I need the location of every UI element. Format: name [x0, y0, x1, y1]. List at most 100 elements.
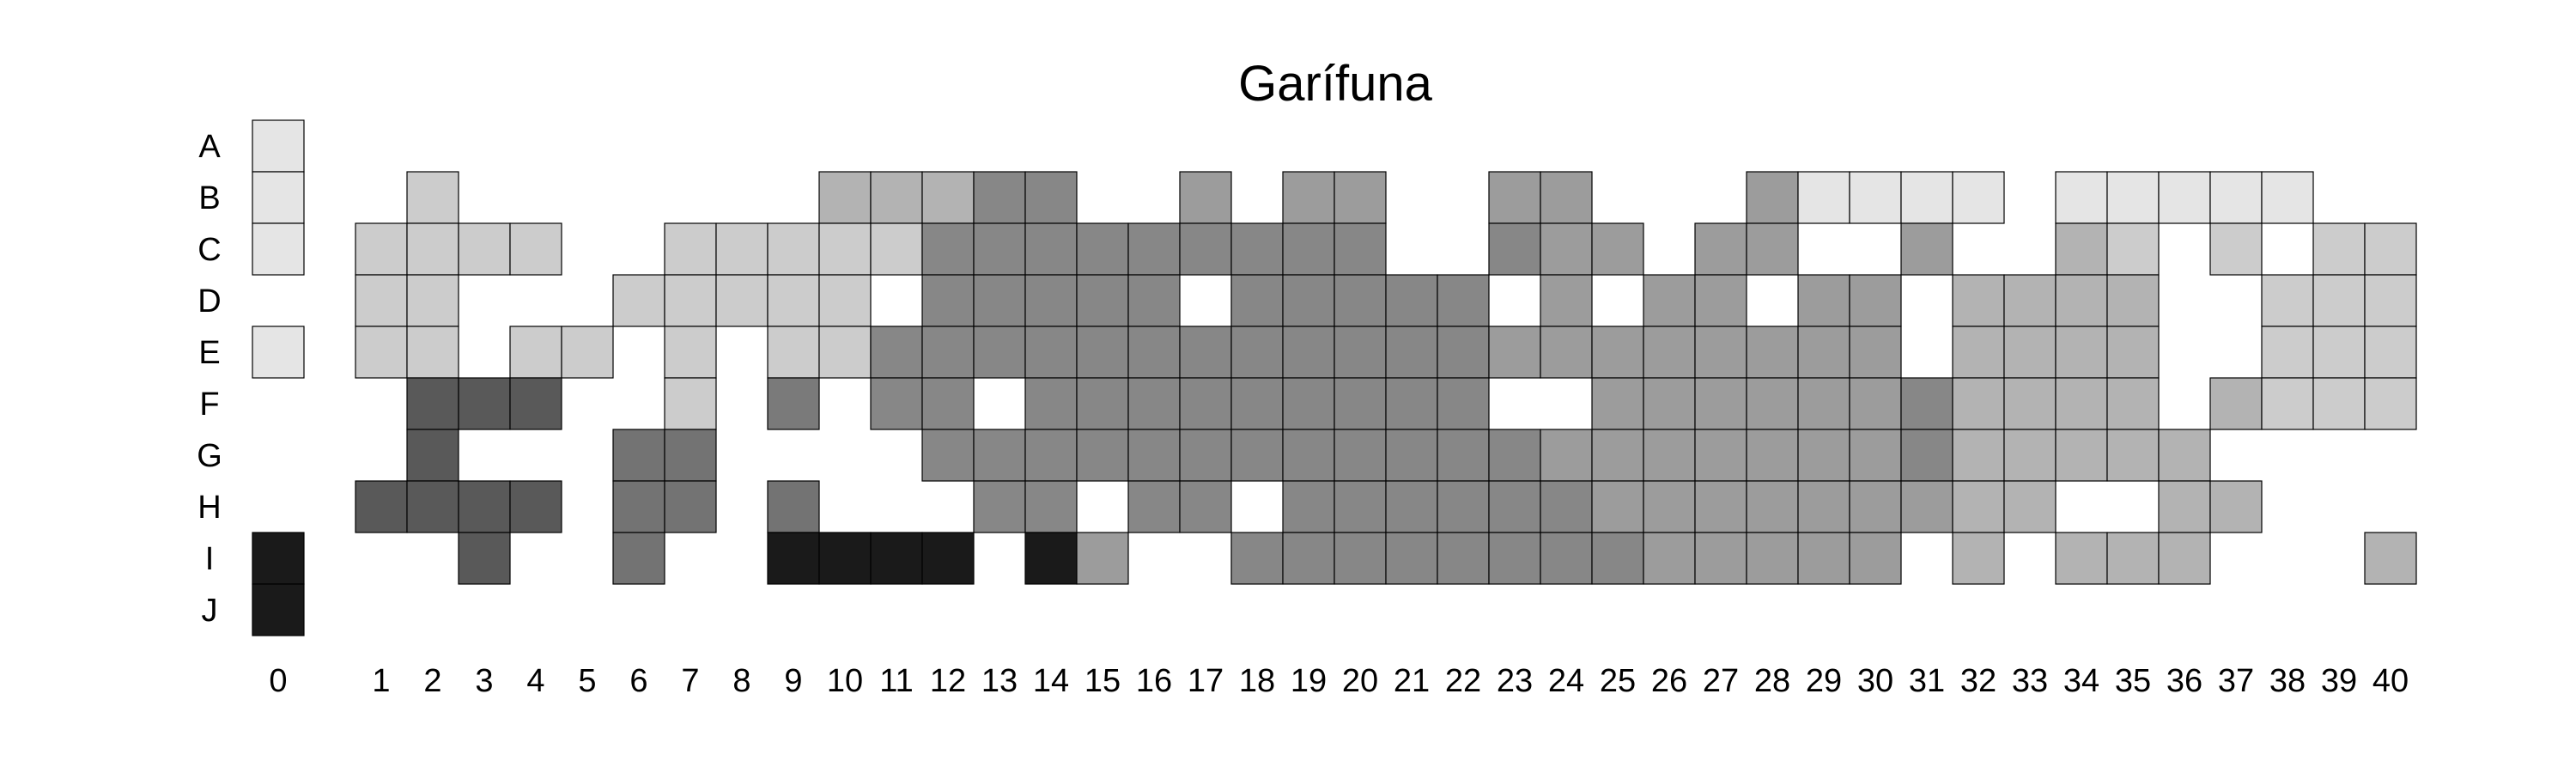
heatmap-cell-I-23 [1488, 532, 1541, 585]
heatmap-cell-F-7 [664, 377, 717, 430]
heatmap-cell-F-15 [1076, 377, 1129, 430]
heatmap-cell-C-37 [2209, 222, 2263, 276]
heatmap-cell-D-39 [2312, 274, 2366, 327]
heatmap-cell-G-12 [921, 429, 975, 482]
x-tick-label: 25 [1600, 663, 1636, 699]
heatmap-cell-G-19 [1282, 429, 1335, 482]
heatmap-cell-C-24 [1540, 222, 1593, 276]
heatmap-cell-B-13 [973, 171, 1026, 224]
heatmap-cell-B-17 [1179, 171, 1232, 224]
heatmap-cell-G-32 [1952, 429, 2005, 482]
heatmap-cell-E-19 [1282, 326, 1335, 379]
heatmap-cell-C-16 [1127, 222, 1181, 276]
heatmap-cell-C-23 [1488, 222, 1541, 276]
heatmap-cell-G-36 [2158, 429, 2211, 482]
heatmap-cell-H-17 [1179, 480, 1232, 533]
heatmap-cell-H-31 [1900, 480, 1953, 533]
heatmap-cell-E-10 [818, 326, 872, 379]
heatmap-cell-C-1 [355, 222, 408, 276]
y-tick-label: I [205, 541, 215, 577]
heatmap-cell-C-10 [818, 222, 872, 276]
heatmap-cell-F-25 [1591, 377, 1644, 430]
heatmap-cell-F-22 [1437, 377, 1490, 430]
heatmap-cell-E-0 [252, 326, 305, 379]
heatmap-cell-F-34 [2055, 377, 2108, 430]
heatmap-cell-E-7 [664, 326, 717, 379]
heatmap-cell-G-35 [2106, 429, 2160, 482]
heatmap-cell-E-23 [1488, 326, 1541, 379]
y-tick-label: H [197, 490, 221, 526]
heatmap-cell-F-4 [509, 377, 562, 430]
x-tick-label: 0 [269, 663, 287, 699]
heatmap-cell-D-38 [2261, 274, 2314, 327]
x-tick-label: 12 [930, 663, 966, 699]
heatmap-cell-F-16 [1127, 377, 1181, 430]
heatmap-cell-H-27 [1694, 480, 1747, 533]
x-tick-label: 6 [629, 663, 647, 699]
heatmap-cell-F-17 [1179, 377, 1232, 430]
heatmap-cell-H-20 [1334, 480, 1387, 533]
heatmap-cell-F-19 [1282, 377, 1335, 430]
heatmap-cell-B-37 [2209, 171, 2263, 224]
heatmap-cell-E-18 [1230, 326, 1284, 379]
heatmap-cell-H-25 [1591, 480, 1644, 533]
x-tick-label: 31 [1909, 663, 1945, 699]
heatmap-cell-I-21 [1385, 532, 1438, 585]
heatmap-cell-E-29 [1797, 326, 1850, 379]
heatmap-cell-H-6 [612, 480, 665, 533]
heatmap-cell-E-25 [1591, 326, 1644, 379]
heatmap-cell-I-19 [1282, 532, 1335, 585]
heatmap-cell-D-13 [973, 274, 1026, 327]
heatmap-cell-H-1 [355, 480, 408, 533]
heatmap-cell-D-32 [1952, 274, 2005, 327]
heatmap-cell-C-14 [1024, 222, 1078, 276]
heatmap-cell-E-1 [355, 326, 408, 379]
heatmap-cell-G-7 [664, 429, 717, 482]
heatmap-cell-B-23 [1488, 171, 1541, 224]
heatmap-cell-B-32 [1952, 171, 2005, 224]
heatmap-cell-D-15 [1076, 274, 1129, 327]
heatmap-cell-F-11 [870, 377, 923, 430]
x-tick-label: 1 [372, 663, 390, 699]
heatmap-cell-B-24 [1540, 171, 1593, 224]
heatmap-cell-D-22 [1437, 274, 1490, 327]
heatmap-cell-E-12 [921, 326, 975, 379]
heatmap-cell-E-28 [1746, 326, 1799, 379]
heatmap-cell-C-7 [664, 222, 717, 276]
y-tick-label: A [198, 129, 221, 165]
heatmap-cell-D-29 [1797, 274, 1850, 327]
heatmap-cell-I-35 [2106, 532, 2160, 585]
heatmap-cell-B-31 [1900, 171, 1953, 224]
heatmap-cell-G-23 [1488, 429, 1541, 482]
heatmap-cell-G-30 [1849, 429, 1902, 482]
heatmap-cell-H-4 [509, 480, 562, 533]
heatmap-cell-G-21 [1385, 429, 1438, 482]
x-tick-label: 35 [2115, 663, 2151, 699]
heatmap-cell-G-33 [2003, 429, 2057, 482]
x-tick-label: 4 [526, 663, 544, 699]
heatmap-cell-I-18 [1230, 532, 1284, 585]
heatmap-cell-H-36 [2158, 480, 2211, 533]
chart-title: Garífuna [1238, 56, 1432, 112]
x-tick-label: 20 [1342, 663, 1378, 699]
heatmap-cell-E-5 [561, 326, 614, 379]
x-tick-label: 3 [475, 663, 493, 699]
heatmap-cell-B-36 [2158, 171, 2211, 224]
x-tick-label: 38 [2269, 663, 2306, 699]
heatmap-cell-H-26 [1643, 480, 1696, 533]
heatmap-cell-D-21 [1385, 274, 1438, 327]
heatmap-cell-H-21 [1385, 480, 1438, 533]
heatmap-cell-I-14 [1024, 532, 1078, 585]
heatmap-cell-E-4 [509, 326, 562, 379]
heatmap-cell-G-6 [612, 429, 665, 482]
heatmap-cell-G-20 [1334, 429, 1387, 482]
heatmap-cell-G-28 [1746, 429, 1799, 482]
heatmap-cell-F-9 [767, 377, 820, 430]
heatmap-cell-C-2 [406, 222, 459, 276]
x-axis-labels: 0 1 2 3 4 5 6 7 8 9 10 11 12 13 14 15 16 17 18 19 20 21 22 23 24… [269, 663, 2409, 699]
y-tick-label: J [202, 593, 218, 629]
heatmap-cell-H-7 [664, 480, 717, 533]
heatmap-cell-G-22 [1437, 429, 1490, 482]
x-tick-label: 16 [1136, 663, 1172, 699]
